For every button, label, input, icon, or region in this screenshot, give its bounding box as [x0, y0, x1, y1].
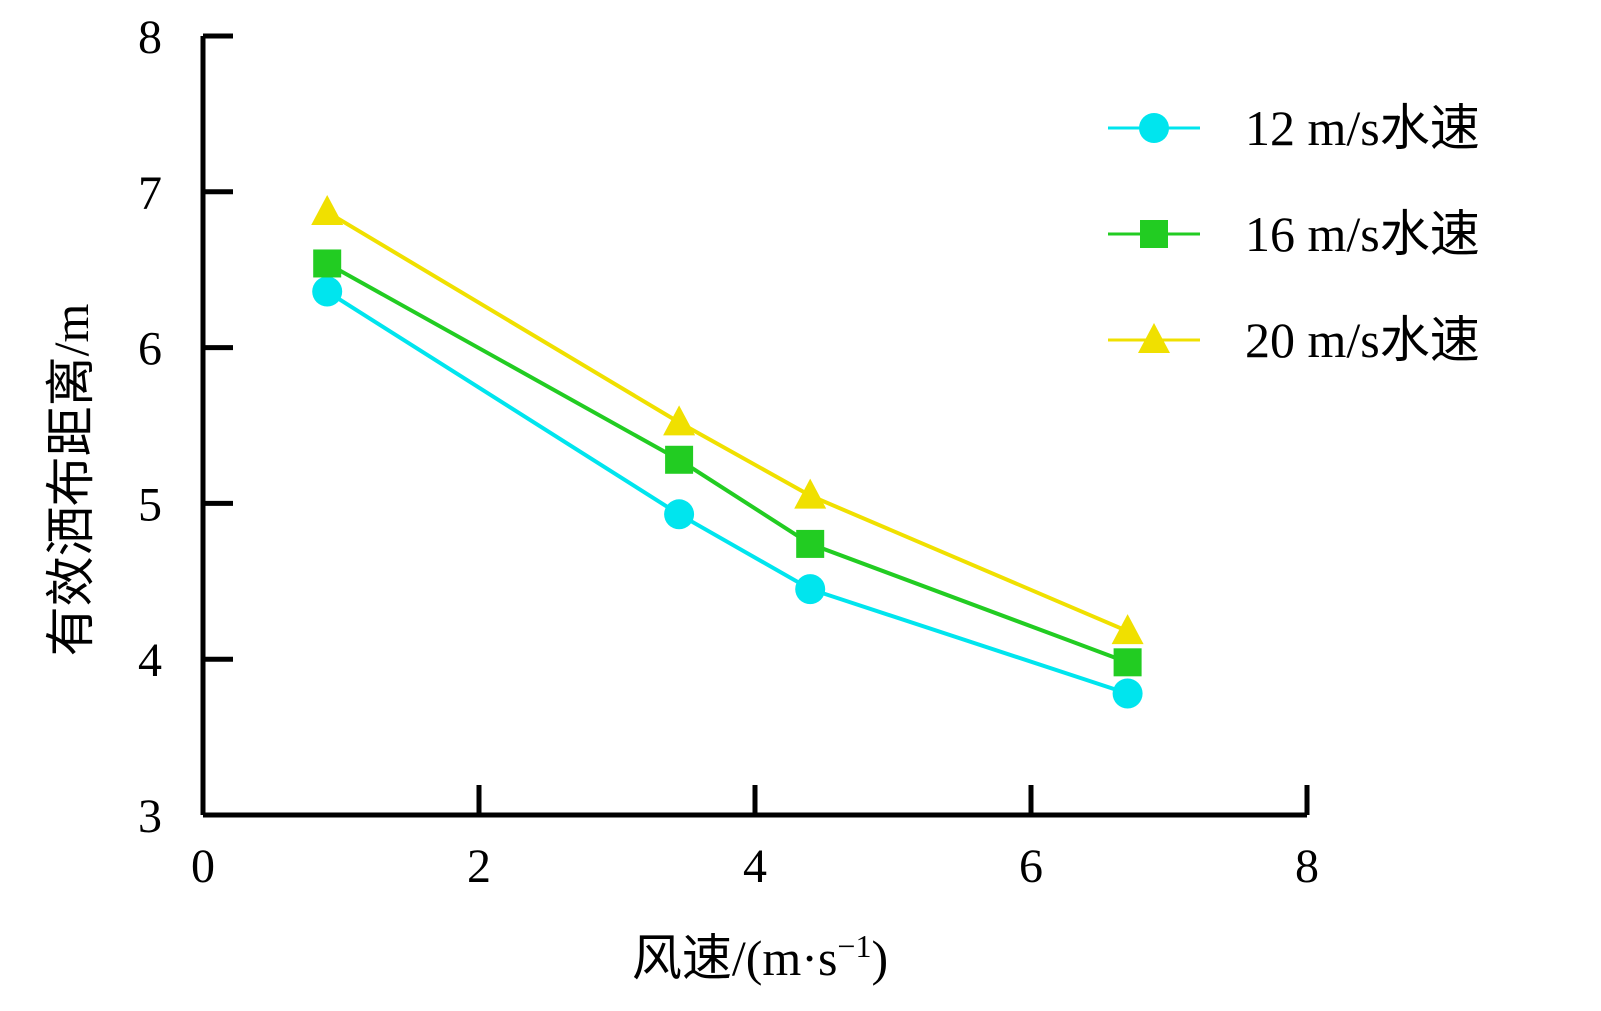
legend-entry-3: 20 m/s水速: [1108, 312, 1480, 368]
legend-label: 16 m/s水速: [1245, 206, 1480, 262]
legend-label: 12 m/s水速: [1245, 100, 1480, 156]
x-axis-title: 风速/(m·s−1): [632, 928, 888, 986]
series-line: [326, 210, 1129, 633]
y-tick-label: 3: [138, 790, 162, 843]
data-point: [664, 499, 695, 530]
x-axis-title-sup: −1: [837, 928, 871, 964]
x-axis-title-main: 风速/(m·s: [632, 930, 838, 986]
series-3: [311, 195, 1144, 645]
data-point: [311, 195, 344, 226]
data-point: [313, 249, 342, 278]
data-point: [796, 529, 825, 558]
legend-entry-1: 12 m/s水速: [1108, 100, 1480, 156]
data-point: [1112, 678, 1143, 709]
series-1: [312, 276, 1143, 709]
x-tick-label: 4: [743, 840, 767, 893]
x-axis-title-close: ): [871, 930, 888, 986]
x-tick-label: 6: [1019, 840, 1043, 893]
y-tick-label: 7: [138, 167, 162, 220]
legend-entry-2: 16 m/s水速: [1108, 206, 1480, 262]
data-point: [1113, 648, 1142, 677]
data-point: [794, 478, 827, 509]
series-2: [313, 249, 1142, 677]
series-line: [326, 289, 1129, 696]
legend-marker: [1138, 323, 1170, 353]
data-point: [795, 574, 826, 605]
x-tick-label: 0: [191, 840, 215, 893]
data-point: [665, 445, 694, 474]
y-tick-label: 4: [138, 634, 162, 687]
data-point: [663, 405, 696, 436]
y-tick-label: 8: [138, 11, 162, 64]
legend: 12 m/s水速 16 m/s水速 20 m/s水速: [1108, 100, 1480, 368]
x-tick-label: 8: [1295, 840, 1319, 893]
y-tick-label: 6: [138, 323, 162, 376]
y-axis-title: 有效洒布距离/m: [43, 304, 99, 657]
data-point: [312, 276, 343, 307]
legend-marker: [1139, 113, 1169, 143]
legend-label: 20 m/s水速: [1245, 312, 1480, 368]
data-point: [1111, 614, 1144, 645]
series-line: [326, 261, 1129, 665]
series-layer: [311, 195, 1144, 709]
y-tick-label: 5: [138, 478, 162, 531]
x-tick-label: 2: [467, 840, 491, 893]
ticks: 3 4 5 6 7 8 0 2 4 6 8: [138, 11, 1319, 893]
legend-marker: [1140, 220, 1168, 248]
